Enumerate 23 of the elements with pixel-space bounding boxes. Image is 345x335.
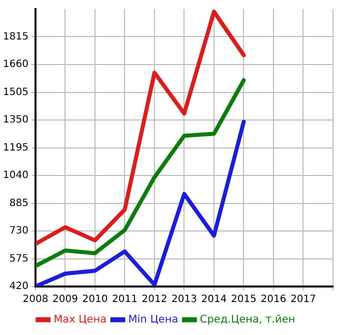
legend-label: Сред.Цена, т.йен — [200, 313, 296, 326]
legend-label: Min Цена — [128, 313, 178, 326]
y-tick-label: 1815 — [2, 31, 28, 42]
x-tick-label: 2017 — [290, 294, 316, 306]
y-tick-label: 575 — [9, 253, 28, 264]
y-tick-label: 885 — [9, 198, 28, 209]
y-tick-label: 1660 — [2, 59, 28, 70]
x-tick-label: 2010 — [82, 294, 108, 306]
y-tick-label: 1195 — [2, 142, 28, 154]
y-tick-label: 420 — [9, 281, 28, 292]
x-tick-label: 2009 — [52, 294, 78, 306]
x-tick-label: 2015 — [231, 294, 256, 306]
legend-label: Max Цена — [54, 313, 107, 326]
x-tick-label: 2008 — [22, 294, 48, 306]
x-tick-label: 2016 — [260, 294, 286, 306]
x-tick-label: 2011 — [112, 294, 138, 306]
y-tick-label: 1505 — [2, 86, 28, 98]
y-tick-label: 1350 — [2, 114, 28, 126]
y-tick-label: 1040 — [2, 170, 28, 182]
x-tick-label: 2012 — [142, 294, 168, 306]
x-tick-label: 2013 — [172, 294, 197, 306]
y-tick-label: 730 — [9, 226, 28, 237]
x-tick-label: 2014 — [201, 294, 227, 306]
